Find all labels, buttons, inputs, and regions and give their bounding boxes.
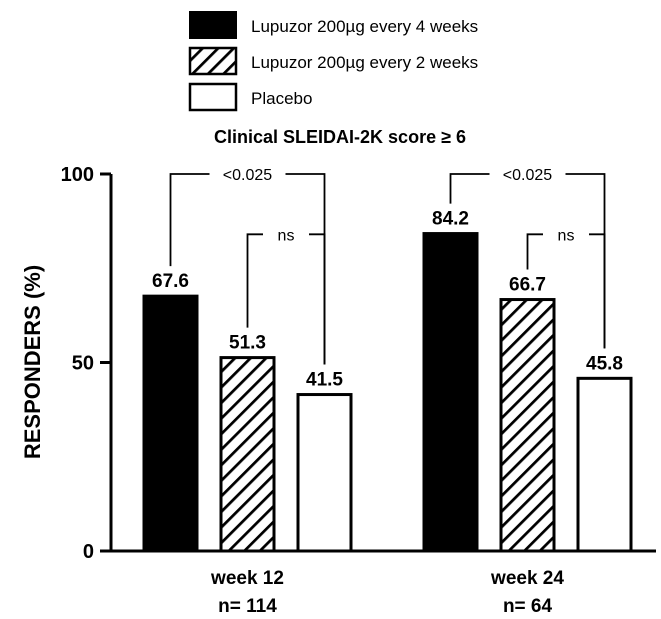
category-label: week 12	[210, 568, 284, 589]
bar-value-label: 45.8	[586, 353, 623, 374]
significance-brackets: <0.025 ns <0.025 ns	[169, 167, 606, 365]
y-tick-label: 0	[83, 541, 94, 563]
legend-swatch-black	[189, 11, 237, 39]
significance-label: <0.025	[503, 167, 552, 184]
bar-value-label: 41.5	[306, 370, 343, 391]
bar-value-label: 66.7	[509, 275, 546, 296]
legend-label-series-0: Lupuzor 200µg every 4 weeks	[251, 17, 478, 36]
legend-item-series-0: Lupuzor 200µg every 4 weeks	[189, 11, 478, 39]
significance-label: ns	[278, 227, 295, 244]
bar-week-12-series-2	[296, 393, 353, 553]
significance-bracket	[526, 233, 606, 349]
bar-week-12-series-0	[142, 294, 199, 553]
legend-swatch-hatched	[188, 46, 238, 76]
bar-week-24-series-1	[499, 298, 556, 553]
bars: 67.6 51.3 41.5 84.2 66.7 45.8	[142, 209, 633, 553]
category-sublabel: n= 114	[218, 596, 277, 617]
legend-item-series-2: Placebo	[188, 82, 312, 112]
legend-label-series-1: Lupuzor 200µg every 2 weeks	[251, 53, 478, 72]
bar-value-label: 51.3	[229, 333, 266, 354]
category-sublabel: n= 64	[503, 596, 553, 617]
legend-swatch-white	[188, 82, 238, 112]
y-tick-label: 50	[72, 353, 94, 375]
bar-value-label: 84.2	[432, 209, 469, 230]
legend: Lupuzor 200µg every 4 weeks Lupuzor 200µ…	[188, 11, 478, 112]
y-tick-label: 100	[61, 164, 94, 186]
legend-item-series-1: Lupuzor 200µg every 2 weeks	[188, 46, 478, 76]
bar-week-24-series-0	[422, 232, 479, 553]
bar-week-24-series-2	[576, 376, 633, 553]
y-ticks: 0 50 100	[61, 164, 111, 563]
category-label: week 24	[490, 568, 564, 589]
category-labels: week 12 n= 114 week 24 n= 64	[210, 568, 564, 617]
chart-title: Clinical SLEIDAI-2K score ≥ 6	[214, 127, 466, 147]
significance-label: ns	[558, 227, 575, 244]
y-axis-label: RESPONDERS (%)	[20, 265, 45, 459]
significance-label: <0.025	[223, 167, 272, 184]
significance-bracket	[246, 233, 326, 365]
bar-week-12-series-1	[219, 356, 276, 553]
legend-label-series-2: Placebo	[251, 89, 312, 108]
bar-value-label: 67.6	[152, 271, 189, 292]
